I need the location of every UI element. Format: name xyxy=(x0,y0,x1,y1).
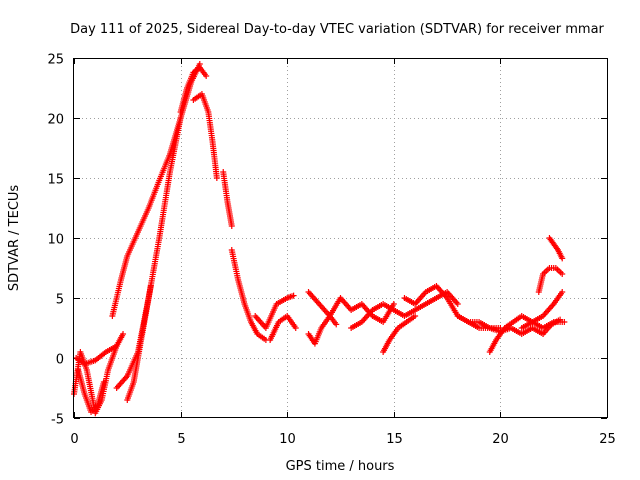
x-axis-label: GPS time / hours xyxy=(286,459,395,474)
series-track-late-e xyxy=(535,265,566,295)
series-track-late-a xyxy=(401,283,504,331)
series-track-mid-f xyxy=(380,313,419,355)
y-tick-label: 10 xyxy=(47,233,64,248)
plot-frame xyxy=(73,58,608,418)
series-track-rise-d xyxy=(124,283,154,403)
series-track-early-negative xyxy=(75,367,107,415)
x-tick-label: 20 xyxy=(492,432,509,447)
data-point xyxy=(412,313,419,319)
data-points-layer xyxy=(71,61,568,417)
series-track-mid-a xyxy=(252,292,297,331)
series-track-mid-e xyxy=(348,289,461,331)
series-track-rise-a xyxy=(73,331,127,367)
data-point xyxy=(100,379,107,385)
y-tick-label: 0 xyxy=(56,353,64,368)
data-point xyxy=(333,321,340,328)
series-track-fall-b xyxy=(220,169,235,229)
tick-layer: 0 5 10 15 20 25 -5 0 5 10 15 20 25 xyxy=(47,53,615,448)
y-tick-label: 20 xyxy=(47,113,64,128)
data-point xyxy=(120,331,127,337)
data-point xyxy=(203,73,210,79)
x-tick-label: 15 xyxy=(386,432,403,447)
x-tick-label: 0 xyxy=(70,432,78,447)
y-axis-label: SDTVAR / TECUs xyxy=(7,185,22,292)
data-point xyxy=(557,316,564,323)
series-track-late-g xyxy=(540,316,564,337)
data-point xyxy=(559,255,566,262)
data-point xyxy=(290,292,297,299)
series-track-peak xyxy=(177,64,210,115)
series-track-late-d xyxy=(518,289,566,331)
data-point xyxy=(559,289,566,295)
data-point xyxy=(213,175,220,181)
data-point xyxy=(228,223,235,229)
data-point xyxy=(559,271,566,277)
x-tick-label: 25 xyxy=(599,432,616,447)
series-track-fall-c xyxy=(228,247,269,343)
series-track-fall xyxy=(190,91,220,181)
data-point xyxy=(561,319,568,325)
y-tick-label: 25 xyxy=(47,53,64,68)
y-tick-label: 15 xyxy=(47,173,64,188)
data-point xyxy=(390,301,397,307)
series-track-mid-b xyxy=(267,313,299,343)
series-track-late-f xyxy=(546,235,566,262)
series-track-mid-d xyxy=(305,313,340,347)
y-tick-label: -5 xyxy=(51,413,64,428)
chart-title: Day 111 of 2025, Sidereal Day-to-day VTE… xyxy=(70,22,604,37)
data-point xyxy=(454,301,461,307)
data-point xyxy=(292,325,299,331)
x-tick-label: 10 xyxy=(279,432,296,447)
data-point xyxy=(147,283,154,289)
y-tick-label: 5 xyxy=(56,293,64,308)
x-tick-label: 5 xyxy=(177,432,185,447)
